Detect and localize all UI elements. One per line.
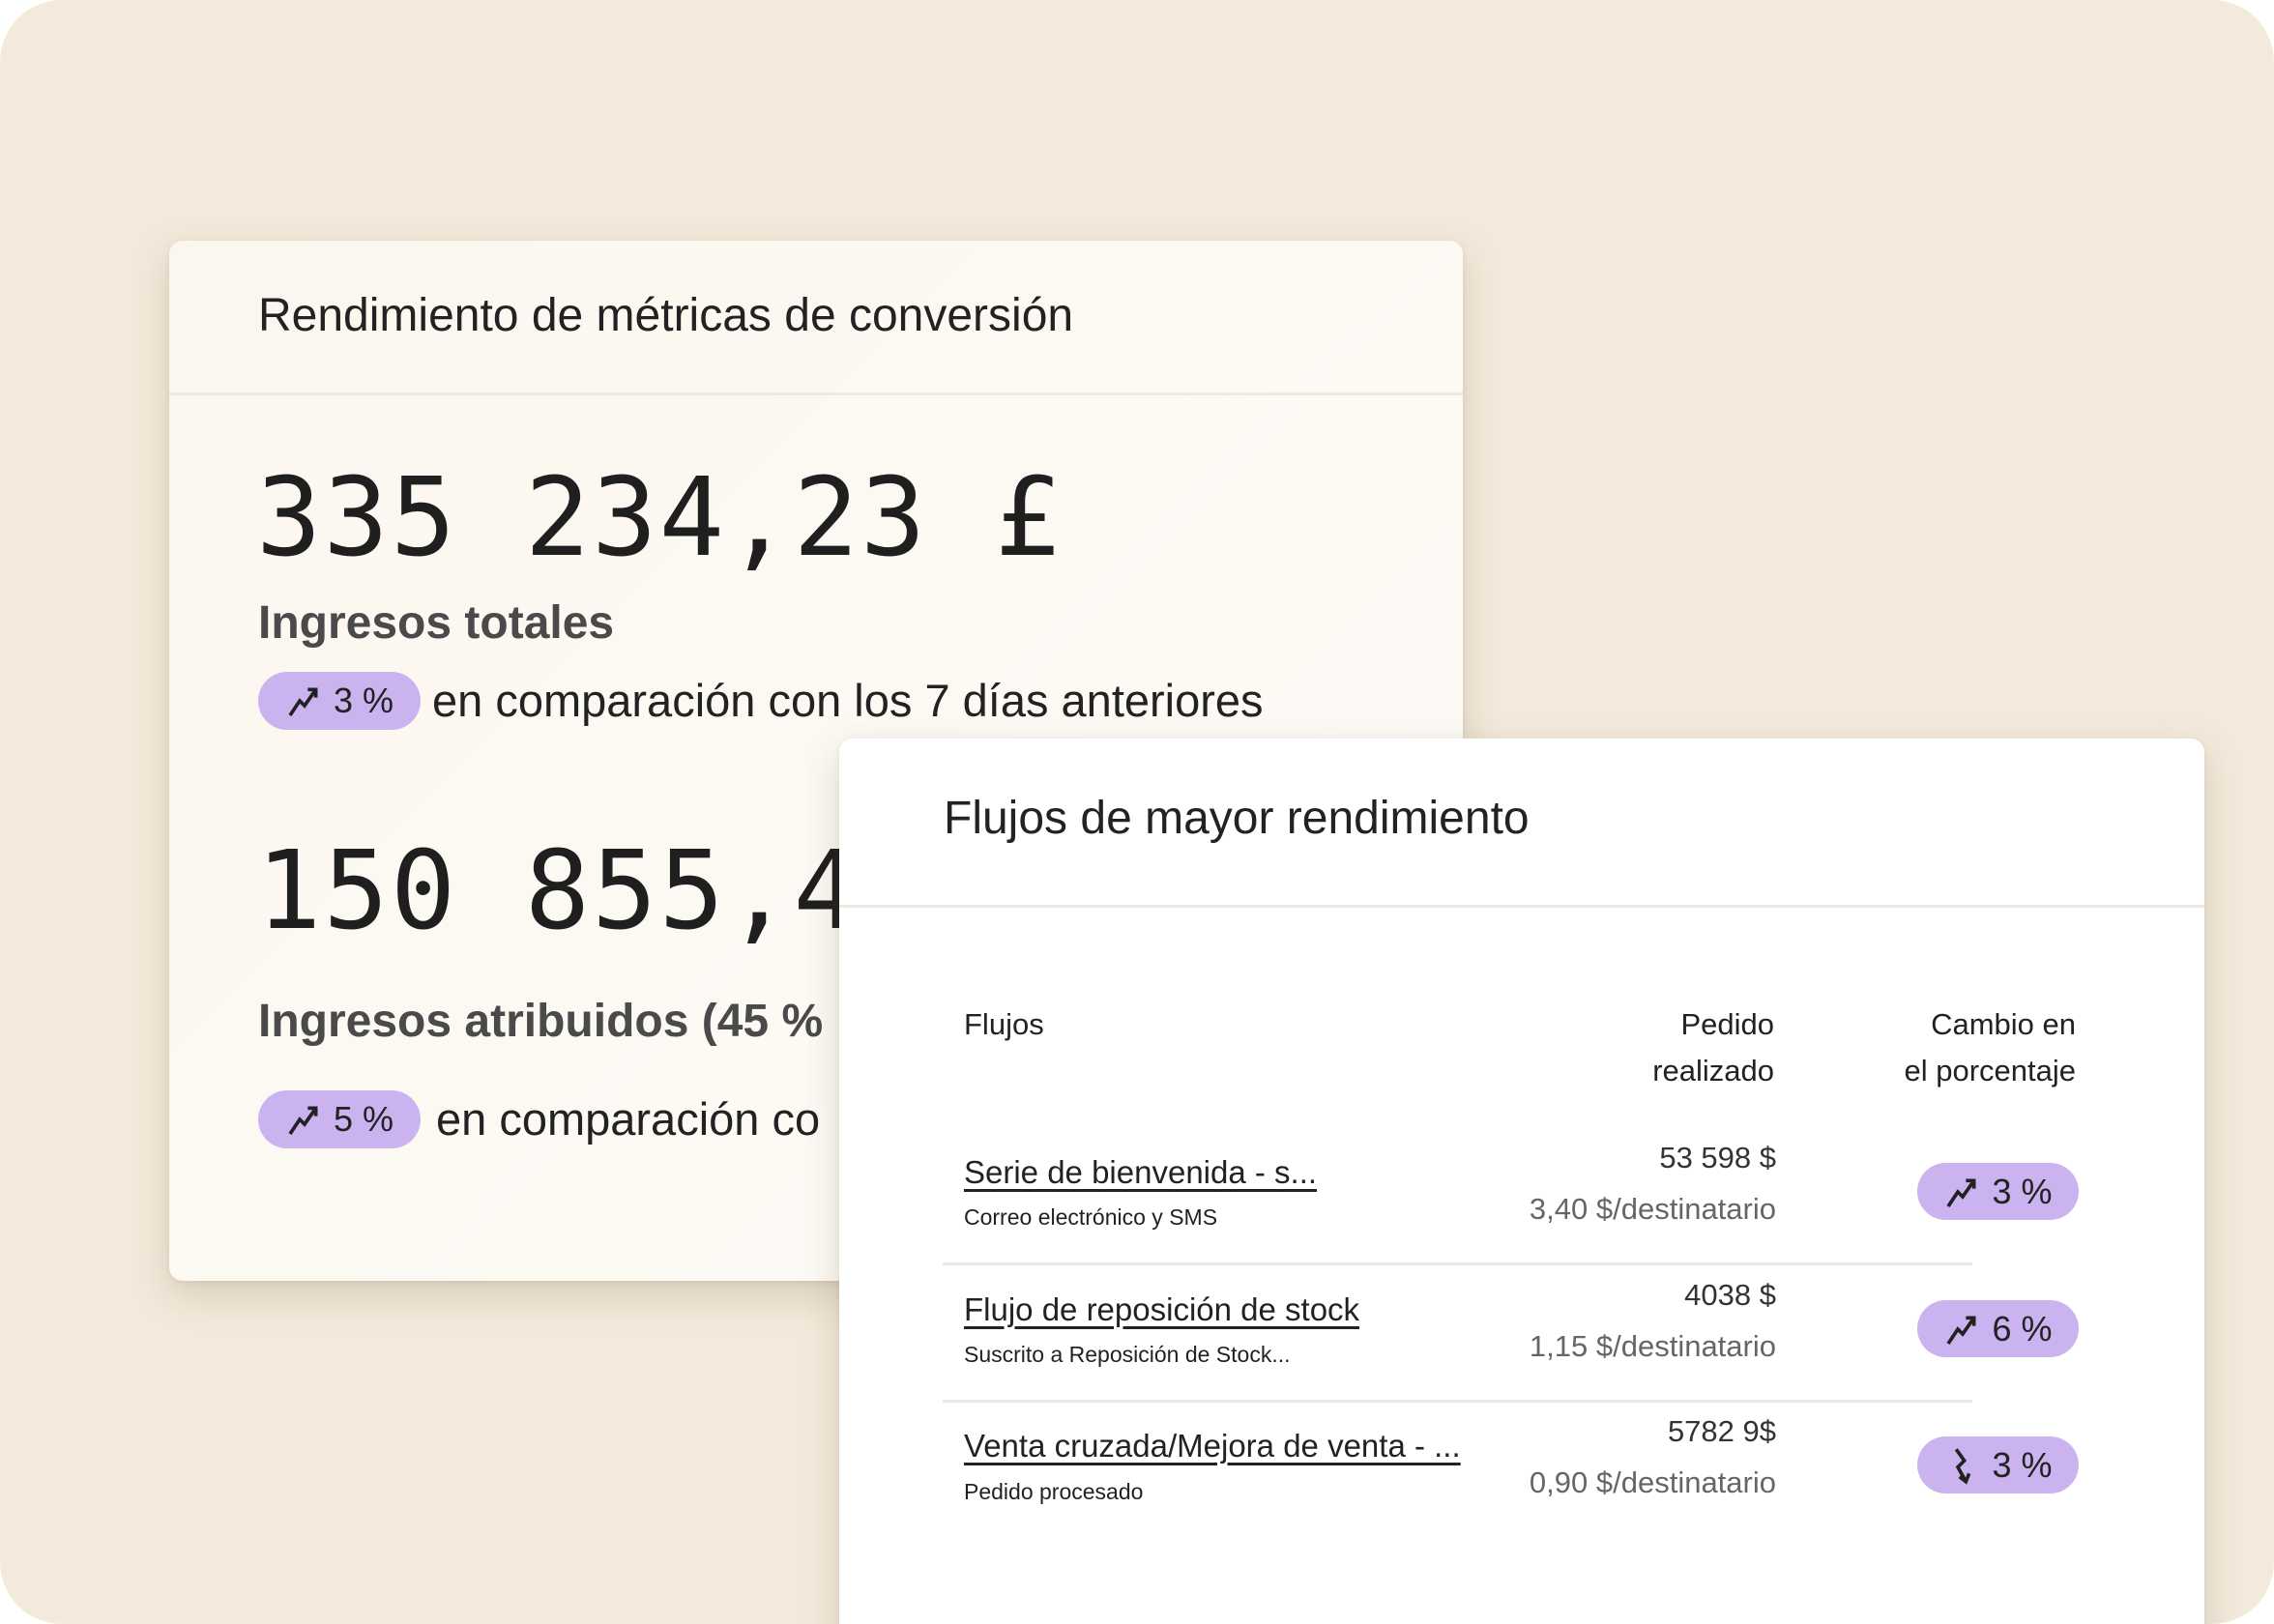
per-recipient: 3,40 $/destinatario <box>1529 1192 1776 1226</box>
card-title: Flujos de mayor rendimiento <box>944 793 1530 844</box>
change-value: 3 % <box>1992 1171 2053 1211</box>
row-divider <box>943 1400 1972 1403</box>
header-line: Cambio en <box>1931 1007 2076 1041</box>
flow-channel: Correo electrónico y SMS <box>964 1204 1218 1230</box>
change-value: 3 % <box>333 681 394 720</box>
divider <box>839 905 2204 908</box>
change-value: 5 % <box>333 1099 394 1139</box>
change-badge: 3 % <box>1917 1436 2079 1494</box>
top-flows-card: Flujos de mayor rendimiento Flujos Pedid… <box>839 739 2204 1624</box>
flow-trigger: Suscrito a Reposición de Stock... <box>964 1342 1291 1367</box>
per-recipient: 1,15 $/destinatario <box>1529 1329 1776 1363</box>
trend-up-icon <box>288 687 318 717</box>
column-header-change: Cambio en el porcentaje <box>1904 1001 2076 1094</box>
trend-up-icon <box>1946 1316 1976 1345</box>
change-badge: 6 % <box>1917 1300 2079 1357</box>
change-badge: 5 % <box>258 1090 421 1148</box>
column-header-orders: Pedido realizado <box>1652 1001 1774 1094</box>
comparison-text: en comparación co <box>436 1093 821 1145</box>
per-recipient: 0,90 $/destinatario <box>1529 1465 1776 1499</box>
order-amount: 5782 9$ <box>1667 1414 1776 1448</box>
column-header-flows: Flujos <box>964 1007 1044 1041</box>
card-title: Rendimiento de métricas de conversión <box>258 290 1074 341</box>
flow-trigger: Pedido procesado <box>964 1479 1144 1504</box>
header-line: Pedido <box>1680 1007 1774 1041</box>
trend-up-icon <box>1946 1178 1976 1207</box>
header-line: realizado <box>1652 1054 1774 1088</box>
total-revenue-value: 335 234,23 £ <box>256 455 1063 581</box>
flow-name-link[interactable]: Serie de bienvenida - s... <box>964 1154 1318 1190</box>
flow-name-link[interactable]: Flujo de reposición de stock <box>964 1291 1360 1327</box>
change-value: 6 % <box>1992 1308 2053 1348</box>
order-amount: 4038 $ <box>1684 1278 1776 1312</box>
row-divider <box>943 1262 1972 1265</box>
order-amount: 53 598 $ <box>1659 1141 1776 1174</box>
attributed-revenue-label: Ingresos atribuidos (45 % <box>258 996 824 1047</box>
flow-name-link[interactable]: Venta cruzada/Mejora de venta - ... <box>964 1428 1461 1464</box>
change-badge: 3 % <box>1917 1163 2079 1220</box>
comparison-text: en comparación con los 7 días anteriores <box>432 675 1264 726</box>
header-line: el porcentaje <box>1904 1054 2076 1088</box>
trend-up-icon <box>288 1106 318 1136</box>
total-revenue-label: Ingresos totales <box>258 597 615 649</box>
change-value: 3 % <box>1992 1444 2053 1485</box>
divider <box>169 392 1463 395</box>
trend-down-icon <box>1955 1447 1971 1485</box>
change-badge: 3 % <box>258 672 421 730</box>
attributed-revenue-value: 150 855,4 <box>256 828 860 954</box>
